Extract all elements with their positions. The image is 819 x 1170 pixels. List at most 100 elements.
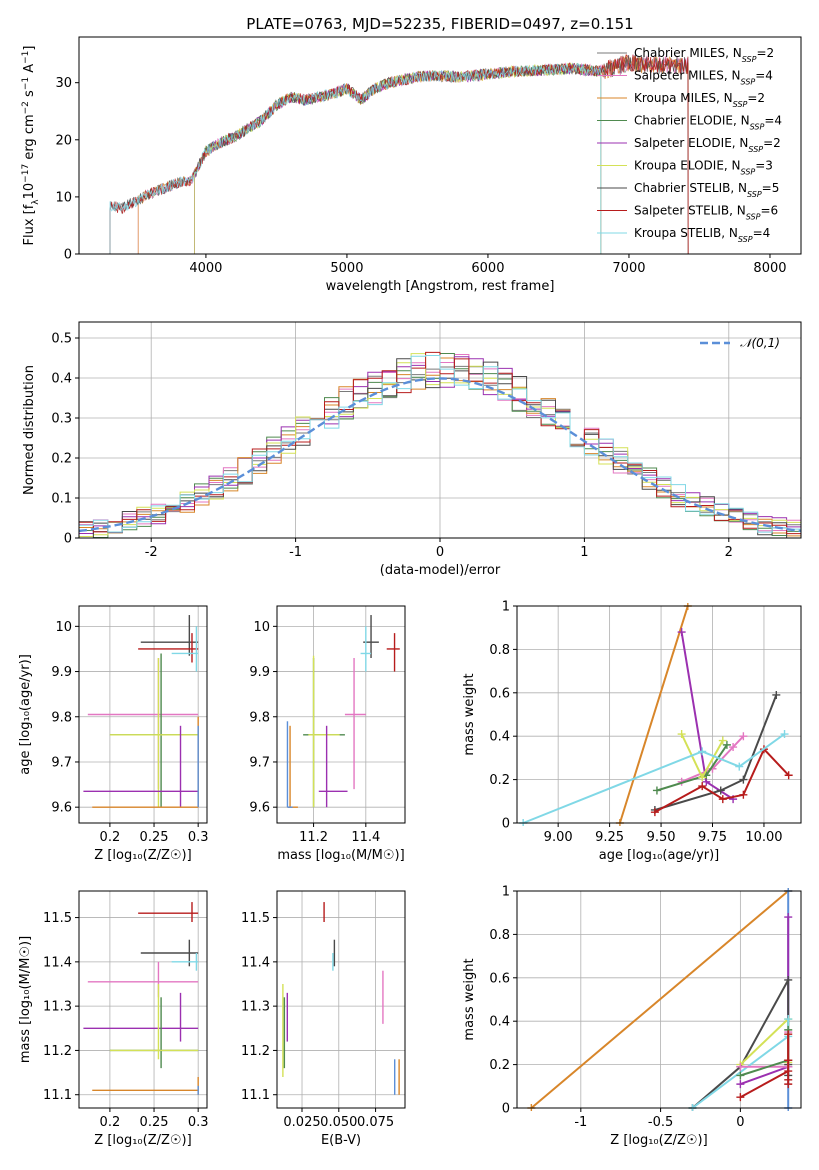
y-tick-label: 11.2 xyxy=(241,1044,270,1059)
y-tick-label: 0.8 xyxy=(489,643,510,658)
axes-frame xyxy=(516,605,802,824)
y-tick-label: 11.2 xyxy=(43,1044,72,1059)
weight-marker xyxy=(736,1093,745,1102)
y-tick-label: 9.7 xyxy=(249,755,270,770)
legend: Chabrier MILES, NSSP=2 Salpeter MILES, NS… xyxy=(597,46,782,244)
weight-marker xyxy=(718,795,727,804)
y-tick-label: 11.1 xyxy=(241,1088,270,1103)
weight-marker xyxy=(698,773,707,782)
x-axis-label: Z [log₁₀(Z/Z☉)] xyxy=(94,1133,191,1148)
y-tick-label: 30 xyxy=(55,76,72,91)
x-tick-label: -1 xyxy=(289,545,302,560)
y-tick-label: 0.2 xyxy=(489,773,510,788)
y-tick-label: 20 xyxy=(55,133,72,148)
y-tick-label: 0 xyxy=(502,1102,510,1117)
x-axis-label: mass [log₁₀(M/M☉)] xyxy=(277,848,404,863)
weight-marker xyxy=(739,732,748,741)
x-tick-label: 1 xyxy=(580,545,588,560)
weight-marker xyxy=(784,913,793,922)
Z-weight-panel: -1 -0.5 0 0 0.2 0.4 0.6 0.8 1 Z [log₁₀(Z/Z☉)] mass… xyxy=(462,885,802,1148)
Z-age-panel: 0.2 0.25 0.3 9.6 9.7 9.8 9.9 10 Z [log₁₀(Z/Z☉)] a… xyxy=(18,605,209,863)
normal-curve xyxy=(78,377,802,533)
x-tick-label: 9.75 xyxy=(698,830,727,845)
axes-frame xyxy=(78,36,802,255)
weight-marker xyxy=(772,690,781,699)
y-axis-label: mass [log₁₀(M/M☉)] xyxy=(18,936,33,1063)
legend-label: Salpeter STELIB, NSSP=6 xyxy=(634,204,778,222)
y-tick-label: 10 xyxy=(55,620,72,635)
y-tick-label: 0.6 xyxy=(489,686,510,701)
weight-marker xyxy=(677,730,686,739)
weight-marker xyxy=(780,730,789,739)
y-tick-label: 9.6 xyxy=(249,801,270,816)
legend-label: Salpeter ELODIE, NSSP=2 xyxy=(634,136,781,154)
y-tick-label: 11.3 xyxy=(43,1000,72,1015)
x-tick-label: 0.075 xyxy=(357,1115,394,1130)
weight-marker xyxy=(739,775,748,784)
x-tick-label: 9.25 xyxy=(595,830,624,845)
y-tick-label: 0.8 xyxy=(489,928,510,943)
histogram-step xyxy=(79,358,801,538)
weight-marker xyxy=(736,1062,745,1071)
weight-marker xyxy=(784,975,793,984)
x-tick-label: 0.2 xyxy=(100,830,121,845)
weight-marker xyxy=(650,808,659,817)
Z-mass-panel: 0.2 0.25 0.3 11.1 11.2 11.3 11.4 11.5 Z [log₁₀(Z… xyxy=(18,890,209,1148)
legend-label: Kroupa ELODIE, NSSP=3 xyxy=(634,159,773,177)
x-tick-label: 4000 xyxy=(189,261,222,276)
weight-marker xyxy=(784,1015,793,1024)
x-tick-label: 10.00 xyxy=(745,830,782,845)
y-tick-label: 0.2 xyxy=(489,1058,510,1073)
x-axis-label: Z [log₁₀(Z/Z☉)] xyxy=(610,1133,707,1148)
legend-label: Chabrier STELIB, NSSP=5 xyxy=(634,181,779,199)
x-tick-label: 0.050 xyxy=(320,1115,357,1130)
x-tick-label: 0.2 xyxy=(100,1115,121,1130)
spectrum-panel: 4000 5000 6000 7000 8000 0 10 20 30 PLATE=0763, M… xyxy=(21,15,802,294)
weight-marker xyxy=(698,782,707,791)
x-tick-label: 0 xyxy=(436,545,444,560)
y-tick-label: 0 xyxy=(64,532,72,547)
y-tick-label: 9.7 xyxy=(51,755,72,770)
age-weight-panel: 9.00 9.25 9.50 9.75 10.00 0 0.2 0.4 0.6 0.8 1 age [… xyxy=(462,600,802,863)
mass-age-panel: 11.2 11.4 9.6 9.7 9.8 9.9 10 mass [log₁₀(M/M☉)] xyxy=(249,605,406,863)
x-tick-label: 7000 xyxy=(612,261,645,276)
x-tick-label: 0.3 xyxy=(188,1115,209,1130)
x-tick-label: -1 xyxy=(574,1115,587,1130)
y-tick-label: 0.3 xyxy=(51,412,72,427)
x-tick-label: 9.00 xyxy=(544,830,573,845)
y-tick-label: 0.2 xyxy=(51,452,72,467)
y-axis-label: Normed distribution xyxy=(22,365,37,495)
weight-marker xyxy=(736,1080,745,1089)
y-tick-label: 0 xyxy=(502,817,510,832)
weight-marker xyxy=(718,736,727,745)
weight-marker xyxy=(739,790,748,799)
y-tick-label: 9.9 xyxy=(51,665,72,680)
weight-marker xyxy=(784,1067,793,1076)
x-tick-label: 0.25 xyxy=(140,830,169,845)
x-tick-label: 2 xyxy=(725,545,733,560)
x-tick-label: 5000 xyxy=(330,261,363,276)
y-tick-label: 0.4 xyxy=(51,372,72,387)
spectrum-line xyxy=(137,54,689,254)
chart-title: PLATE=0763, MJD=52235, FIBERID=0497, z=0… xyxy=(246,15,633,33)
legend-label: Salpeter MILES, NSSP=4 xyxy=(634,69,773,87)
y-tick-label: 10 xyxy=(55,190,72,205)
x-tick-label: 0.25 xyxy=(140,1115,169,1130)
x-axis-label: wavelength [Angstrom, rest frame] xyxy=(326,279,555,294)
y-tick-label: 0.6 xyxy=(489,971,510,986)
y-tick-label: 9.6 xyxy=(51,801,72,816)
x-tick-label: 8000 xyxy=(753,261,786,276)
weight-line xyxy=(681,735,745,783)
y-axis-label: mass weight xyxy=(462,673,477,755)
spectrum-line xyxy=(109,62,602,254)
spectrum-line xyxy=(194,62,602,254)
weight-marker xyxy=(784,1030,793,1039)
axes-frame xyxy=(276,890,406,1109)
legend-label: Kroupa MILES, NSSP=2 xyxy=(634,91,765,109)
weight-marker xyxy=(736,1071,745,1080)
weight-marker xyxy=(729,743,738,752)
axes-frame xyxy=(78,890,208,1109)
axes-frame xyxy=(276,605,406,824)
